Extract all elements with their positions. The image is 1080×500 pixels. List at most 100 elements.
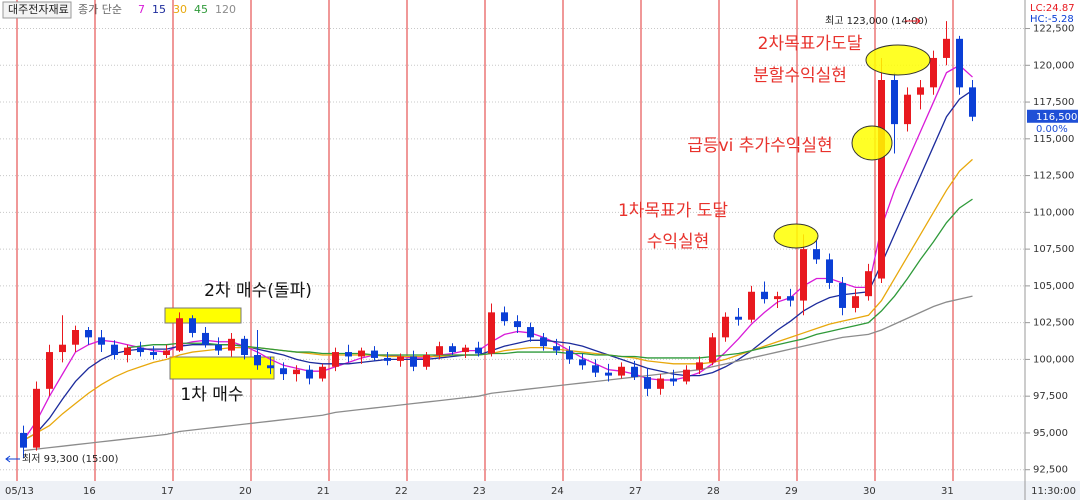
candle-body xyxy=(761,291,768,300)
x-tick-label: 24 xyxy=(551,486,564,497)
candle-body xyxy=(475,347,482,354)
candle-body xyxy=(254,355,261,366)
day-lines xyxy=(16,0,954,481)
candle-body xyxy=(202,332,209,345)
candle-body xyxy=(748,291,755,320)
high-arrow xyxy=(905,17,921,25)
candle-body xyxy=(852,296,859,308)
annotation: 1차 매수 xyxy=(180,385,243,405)
candle-body xyxy=(878,80,885,279)
candle-body xyxy=(579,359,586,366)
candle-body xyxy=(423,355,430,367)
candle-body xyxy=(150,352,157,355)
legend-entry: 45 xyxy=(194,3,208,16)
legend-entry: 30 xyxy=(173,3,187,16)
candle-body xyxy=(631,366,638,378)
y-tick-label: 110,000 xyxy=(1033,207,1074,218)
low-arrow xyxy=(5,455,20,463)
legend-entry: 7 xyxy=(138,3,145,16)
candle-body xyxy=(514,321,521,328)
y-tick-label: 117,500 xyxy=(1033,97,1074,108)
candle-body xyxy=(384,357,391,361)
candle-body xyxy=(449,346,456,353)
y-tick-label: 122,500 xyxy=(1033,24,1074,35)
candle-body xyxy=(46,352,53,389)
candle-body xyxy=(813,249,820,260)
annotation: 수익실현 xyxy=(647,232,710,252)
candle-body xyxy=(553,346,560,351)
candle-body xyxy=(267,365,274,369)
x-axis-band xyxy=(0,481,1080,500)
annotation: 2차목표가도달 xyxy=(758,34,863,54)
low-note: 최저 93,300 (15:00) xyxy=(22,453,118,465)
y-tick-label: 102,500 xyxy=(1033,318,1074,329)
highlight-box xyxy=(164,307,242,324)
candle-body xyxy=(709,337,716,363)
candle-body xyxy=(696,362,703,370)
y-tick-label: 95,000 xyxy=(1033,428,1068,439)
candle-body xyxy=(774,296,781,300)
candle-body xyxy=(85,330,92,338)
candle-body xyxy=(176,318,183,351)
candle-body xyxy=(501,312,508,322)
candle-body xyxy=(163,350,170,355)
price-marker-label: 116,500 xyxy=(1036,112,1077,123)
legend-entry: 15 xyxy=(152,3,166,16)
y-tick-label: 120,000 xyxy=(1033,60,1074,71)
legend: 7 15 30 45 120 xyxy=(138,3,236,16)
candle-body xyxy=(488,312,495,354)
candle-body xyxy=(839,282,846,308)
candle-body xyxy=(306,369,313,379)
ma-line xyxy=(127,198,973,359)
hc-label: HC:-5.28 xyxy=(1030,14,1074,25)
candle-body xyxy=(865,271,872,297)
candle-body xyxy=(111,344,118,355)
candle-body xyxy=(397,356,404,361)
stock-name: 대주전자재료 xyxy=(8,3,69,16)
x-tick-label: 31 xyxy=(941,486,954,497)
annotation: 분할수익실현 xyxy=(753,66,847,86)
candle-body xyxy=(644,377,651,389)
highlight-ellipse xyxy=(773,223,819,249)
candle-body xyxy=(527,327,534,338)
highlights xyxy=(164,307,275,380)
candle-body xyxy=(59,344,66,353)
x-tick-label: 05/13 xyxy=(5,486,34,497)
x-tick-label: 27 xyxy=(629,486,642,497)
candle-body xyxy=(800,249,807,301)
x-tick-label: 21 xyxy=(317,486,330,497)
x-tick-label: 28 xyxy=(707,486,720,497)
x-tick-label: 17 xyxy=(161,486,174,497)
x-tick-label: 30 xyxy=(863,486,876,497)
ma-line xyxy=(23,158,973,441)
y-tick-label: 92,500 xyxy=(1033,465,1068,476)
candle-body xyxy=(189,318,196,333)
x-tick-label: 16 xyxy=(83,486,96,497)
y-tick-label: 112,500 xyxy=(1033,171,1074,182)
candle-body xyxy=(410,356,417,367)
candle-body xyxy=(358,350,365,357)
ma-line xyxy=(23,295,973,452)
y-tick-label: 97,500 xyxy=(1033,391,1068,402)
candle-body xyxy=(72,330,79,345)
change-label: 0.00% xyxy=(1036,124,1068,135)
candle-body xyxy=(98,337,105,345)
candle-body xyxy=(137,347,144,353)
candle-body xyxy=(943,38,950,58)
candle-body xyxy=(462,347,469,353)
candle-body xyxy=(826,259,833,283)
candle-body xyxy=(280,368,287,375)
stock-name-box xyxy=(2,1,72,19)
highlight-ellipse xyxy=(865,44,931,76)
candle-body xyxy=(670,378,677,382)
candle-body xyxy=(345,352,352,357)
y-tick-label: 105,000 xyxy=(1033,281,1074,292)
candle-body xyxy=(904,94,911,125)
highlight-ellipses xyxy=(773,44,931,249)
time-label: 11:30:00 xyxy=(1031,486,1076,497)
candle-body xyxy=(215,344,222,351)
candle-body xyxy=(618,366,625,376)
legend-entry: 120 xyxy=(215,3,236,16)
